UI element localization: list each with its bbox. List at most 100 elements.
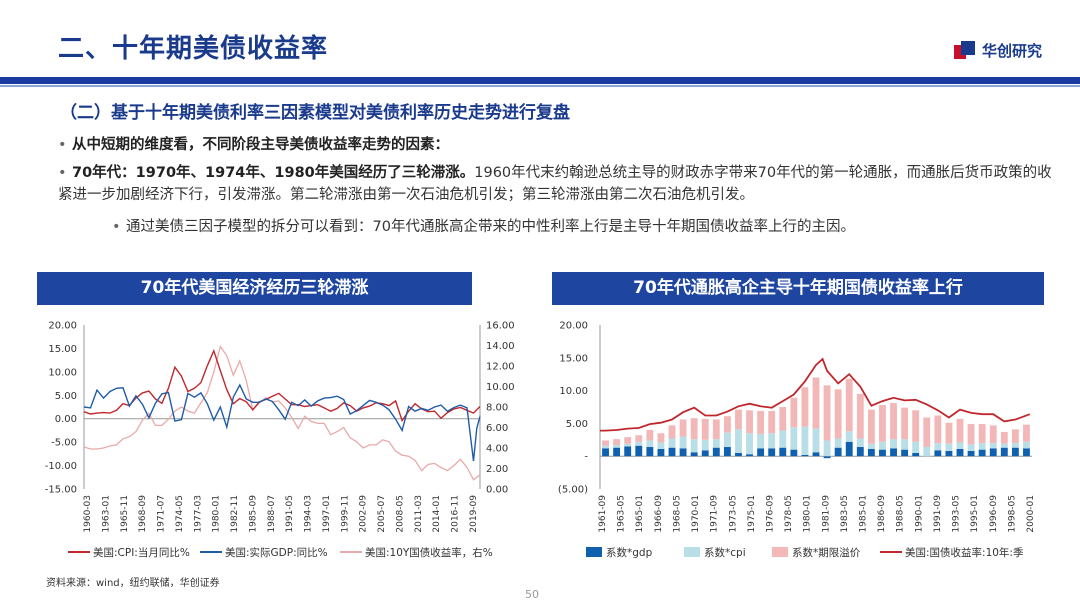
chart-2-bar-segment	[635, 435, 643, 442]
section-subheading: （二）基于十年期美债利率三因素模型对美债利率历史走势进行复盘	[60, 103, 570, 123]
chart-2-bar-segment	[646, 429, 654, 441]
chart-2-legend-label: 系数*期限溢价	[792, 546, 861, 559]
chart-2-bar-segment	[701, 439, 709, 451]
bullet-2: • 70年代：1970年、1974年、1980年美国经历了三轮滞涨。1960年代末…	[58, 165, 1052, 203]
chart-2-bar-segment	[635, 445, 643, 457]
chart-1-right-tick-label: 8.00	[486, 403, 508, 414]
chart-2-bar-segment	[657, 442, 665, 449]
chart-2-bar-segment	[735, 452, 742, 457]
chart-2-bar-segment	[624, 443, 632, 447]
chart-1-x-tick-label: 1991-05	[285, 495, 295, 533]
chart-1-left-tick-label: 15.00	[48, 344, 77, 355]
chart-2-x-tick-label: 1971-09	[710, 495, 720, 533]
chart-2-bar-segment	[1000, 443, 1008, 448]
chart-2-bar-segment	[867, 443, 875, 449]
chart-2-x-tick-label: 1978-05	[784, 495, 794, 533]
chart-1-right-tick-label: 10.00	[486, 382, 515, 393]
chart-1-left-tick-label: -10.00	[45, 461, 77, 472]
chart-2-y-tick-label: 10.00	[559, 386, 588, 397]
chart-1-left-tick-label: -5.00	[51, 438, 77, 449]
chart-2-bar-segment	[956, 448, 964, 457]
chart-2-bar-segment	[923, 417, 931, 448]
chart-2-x-tick-label: 1975-01	[747, 495, 757, 533]
source-note: 资料来源：wind，纽约联储，华创证券	[46, 578, 220, 589]
chart-1-legend-label: 美国:实际GDP:同比%	[225, 546, 328, 559]
chart-2-bar-segment	[945, 450, 953, 457]
chart-1-title: 70年代美国经济经历三轮滞涨	[37, 272, 472, 305]
chart-2-bar-segment	[879, 441, 886, 450]
chart-2-x-tick-label: 1980-01	[803, 495, 813, 533]
chart-1-x-tick-label: 1974-05	[175, 495, 185, 533]
chart-1-x-tick-label: 1980-01	[212, 495, 222, 533]
bullet-2-text: 1960年代末约翰逊总统主导的财政赤字带来70年代的第一轮通胀，而通胀后货币政策…	[58, 165, 1052, 203]
chart-2-bar-segment	[712, 439, 720, 448]
chart-2-bar-segment	[679, 419, 687, 437]
chart-2-bar-segment	[768, 448, 776, 457]
chart-2-bar-segment	[701, 418, 709, 440]
chart-2-bar-segment	[989, 425, 997, 444]
chart-2-y-tick-label: 15.00	[559, 353, 588, 364]
chart-2-bar-segment	[801, 426, 809, 455]
chart-2-bar-segment	[602, 448, 609, 457]
chart-2-bar-segment	[757, 433, 765, 449]
chart-2-bar-segment	[1011, 447, 1019, 457]
chart-2-x-tick-label: 1966-09	[654, 495, 664, 533]
chart-2-bar-segment	[757, 448, 765, 457]
chart-1-x-tick-label: 1999-11	[340, 495, 350, 533]
chart-2-bar-segment	[801, 454, 809, 457]
chart-2-bar-segment	[679, 448, 687, 457]
chart-2-bar-segment	[757, 410, 765, 434]
chart-1-x-tick-label: 2014-01	[432, 495, 442, 533]
chart-2-bar-segment	[613, 439, 621, 446]
chart-2-bar-segment	[746, 454, 753, 457]
chart-2-bar-segment	[890, 439, 897, 449]
chart-2-bar-segment	[978, 443, 986, 450]
page-number: 50	[525, 588, 539, 601]
chart-2-bar-segment	[901, 449, 909, 457]
chart-2-bar-segment	[1000, 431, 1008, 444]
bullet-1: • 从中短期的维度看，不同阶段主导美债收益率走势的因素：	[58, 137, 449, 153]
chart-2-bar-segment	[679, 436, 687, 449]
brand-mark-icon	[953, 40, 976, 61]
chart-2-legend-label: 系数*cpi	[704, 546, 746, 559]
page-title: 二、十年期美债收益率	[58, 34, 329, 64]
chart-2-bar-segment	[613, 447, 621, 457]
chart-2-bar-segment	[812, 428, 820, 453]
chart-2-bar-segment	[989, 448, 997, 457]
chart-1-series-line-0	[83, 348, 481, 423]
chart-2-bar-segment	[613, 445, 621, 448]
chart-1-right-tick-label: 12.00	[486, 362, 515, 373]
chart-2: 20.00 15.00 10.00 5.00 - (5.00) 1961-09 1963-05…	[558, 321, 1036, 560]
chart-1-legend-label: 美国:CPI:当月同比%	[93, 546, 190, 559]
chart-1-x-tick-label: 1985-09	[248, 495, 258, 533]
chart-2-x-tick-label: 1973-05	[728, 495, 738, 533]
chart-2-bar-segment	[845, 441, 853, 457]
chart-1-left-tick-label: 20.00	[48, 321, 77, 332]
chart-2-bar-segment	[646, 447, 654, 457]
chart-2-bar-segment	[768, 433, 776, 449]
chart-2-bar-segment	[978, 424, 986, 444]
chart-2-bar-segment	[823, 456, 831, 459]
chart-2-bar-segment	[945, 422, 953, 444]
chart-2-bar-segment	[934, 443, 942, 451]
chart-2-x-tick-label: 2000-01	[1026, 495, 1036, 533]
chart-2-bar-segment	[934, 415, 942, 444]
chart-2-y-tick-label: 5.00	[566, 419, 588, 430]
chart-2-bar-segment	[635, 441, 643, 446]
chart-2-x-tick-label: 1963-05	[617, 495, 627, 533]
chart-2-x-tick-label: 1990-01	[914, 495, 924, 533]
chart-2-x-tick-label: 1995-01	[970, 495, 980, 533]
chart-2-x-tick-label: 1986-09	[877, 495, 887, 533]
chart-2-bar-segment	[912, 452, 920, 457]
chart-1: 20.00 15.00 10.00 5.00 0.00 -5.00 -10.00 -15.00…	[45, 321, 515, 560]
chart-1-x-tick-label: 2011-03	[414, 495, 424, 533]
chart-1-x-tick-label: 2002-09	[359, 495, 369, 533]
chart-2-x-tick-label: 1965-01	[635, 495, 645, 533]
chart-1-x-tick-label: 1982-11	[230, 495, 240, 533]
chart-2-bar-segment	[602, 445, 609, 449]
chart-1-x-tick-label: 2008-05	[395, 495, 405, 533]
chart-2-bar-segment	[823, 440, 831, 457]
chart-1-x-tick-label: 1977-03	[193, 495, 203, 533]
chart-1-x-tick-label: 2005-07	[377, 495, 387, 533]
chart-1-series-line-1	[83, 383, 481, 461]
